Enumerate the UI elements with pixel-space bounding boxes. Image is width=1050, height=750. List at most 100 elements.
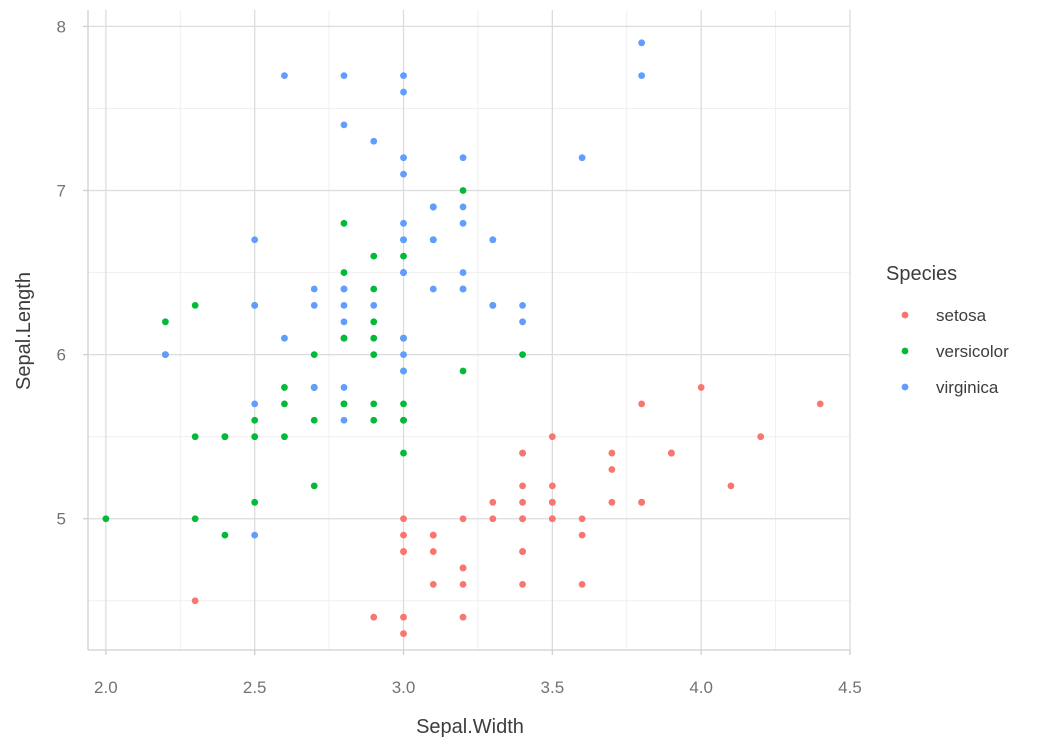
point-setosa (697, 384, 705, 391)
minor-grid (88, 10, 850, 650)
legend-title: Species (886, 263, 957, 285)
point-virginica (638, 72, 646, 80)
point-setosa (548, 482, 556, 490)
point-setosa (578, 515, 586, 523)
x-tick-label: 3.5 (541, 678, 565, 697)
point-virginica (429, 203, 437, 211)
point-setosa (578, 531, 586, 539)
x-tick-label: 2.5 (243, 678, 267, 697)
point-versicolor (519, 351, 526, 359)
legend-key-setosa (901, 311, 909, 319)
point-versicolor (191, 515, 199, 523)
point-setosa (638, 498, 646, 506)
point-versicolor (281, 433, 288, 441)
point-virginica (281, 72, 288, 80)
point-setosa (489, 498, 497, 506)
point-setosa (519, 449, 526, 457)
point-virginica (310, 384, 318, 391)
point-versicolor (370, 318, 378, 326)
point-setosa (400, 531, 407, 539)
point-virginica (340, 384, 348, 391)
point-virginica (519, 301, 526, 309)
point-versicolor (370, 252, 378, 260)
legend-key-versicolor (901, 347, 909, 355)
point-versicolor (191, 433, 199, 441)
point-virginica (251, 301, 259, 309)
point-versicolor (281, 384, 288, 391)
point-setosa (429, 531, 437, 539)
point-versicolor (459, 187, 467, 194)
point-virginica (400, 334, 407, 342)
point-virginica (400, 351, 407, 359)
point-setosa (608, 498, 616, 506)
point-versicolor (221, 531, 229, 539)
point-setosa (519, 482, 526, 490)
point-setosa (816, 400, 824, 408)
point-virginica (400, 269, 407, 276)
point-virginica (400, 170, 407, 178)
point-versicolor (340, 400, 348, 408)
point-setosa (519, 580, 526, 588)
y-tick-label: 5 (57, 510, 66, 529)
point-versicolor (370, 334, 378, 342)
point-setosa (429, 548, 437, 555)
point-virginica (340, 72, 348, 80)
point-virginica (340, 285, 348, 293)
y-tick-label: 7 (57, 182, 66, 201)
point-versicolor (310, 482, 318, 490)
point-virginica (310, 285, 318, 293)
point-versicolor (161, 318, 169, 326)
point-setosa (638, 400, 646, 408)
point-virginica (310, 301, 318, 309)
major-grid (88, 10, 851, 650)
point-virginica (489, 236, 497, 244)
point-virginica (161, 351, 169, 359)
point-setosa (400, 515, 407, 523)
point-virginica (370, 137, 378, 145)
point-versicolor (221, 433, 229, 441)
point-virginica (459, 154, 467, 162)
point-versicolor (370, 285, 378, 293)
point-setosa (548, 433, 556, 441)
point-versicolor (400, 400, 407, 408)
point-versicolor (251, 498, 259, 506)
point-versicolor (310, 351, 318, 359)
point-setosa (668, 449, 675, 457)
point-setosa (191, 597, 199, 605)
axes (87, 10, 850, 651)
point-setosa (459, 564, 467, 572)
x-tick-label: 2.0 (94, 678, 118, 697)
x-axis-ticks: 2.0 2.5 3.0 3.5 4.0 4.5 (94, 650, 862, 697)
point-virginica (370, 301, 378, 309)
point-setosa (519, 498, 526, 506)
point-setosa (400, 630, 407, 637)
y-axis-ticks: 5 6 7 8 (57, 17, 88, 529)
point-versicolor (400, 252, 407, 260)
point-setosa (459, 613, 467, 621)
point-virginica (429, 236, 437, 244)
point-versicolor (191, 301, 199, 309)
data-points (102, 39, 824, 637)
point-virginica (400, 72, 407, 80)
x-tick-label: 4.0 (689, 678, 713, 697)
point-versicolor (251, 433, 259, 441)
point-versicolor (370, 416, 378, 424)
point-setosa (400, 548, 407, 555)
x-axis-title: Sepal.Width (416, 716, 524, 738)
point-versicolor (459, 367, 467, 375)
point-virginica (400, 236, 407, 244)
point-setosa (519, 515, 526, 523)
point-versicolor (340, 269, 348, 276)
point-versicolor (370, 400, 378, 408)
point-virginica (459, 269, 467, 276)
point-versicolor (310, 416, 318, 424)
y-tick-label: 8 (57, 17, 66, 36)
legend-label-versicolor: versicolor (936, 342, 1009, 361)
point-versicolor (370, 351, 378, 359)
legend-items: setosa versicolor virginica (901, 306, 1009, 397)
y-axis-title: Sepal.Length (13, 272, 35, 390)
point-versicolor (340, 219, 348, 227)
point-setosa (370, 613, 378, 621)
point-setosa (459, 515, 467, 523)
point-setosa (608, 449, 616, 457)
